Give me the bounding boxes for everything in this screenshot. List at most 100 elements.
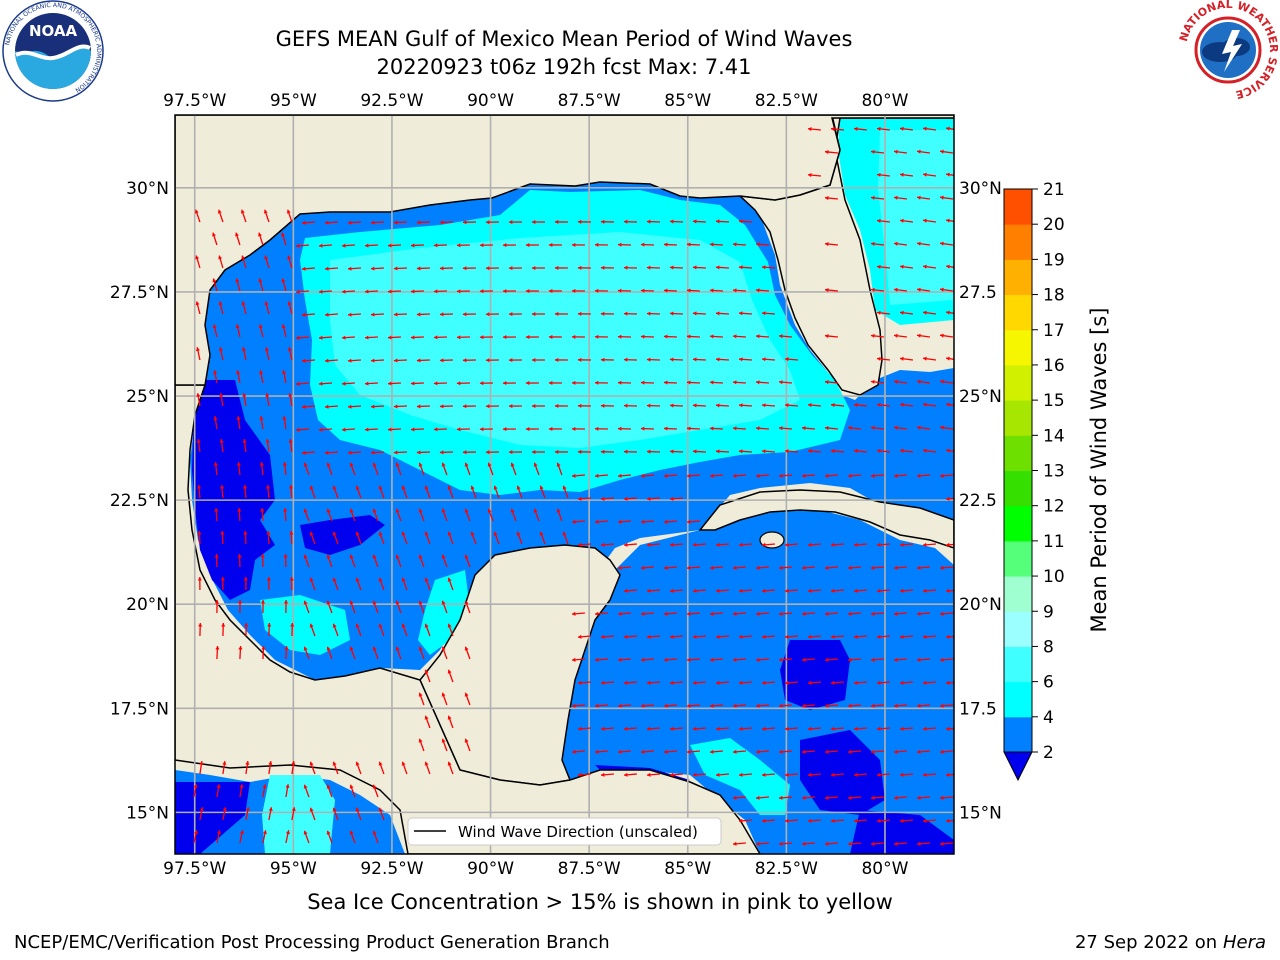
wind-arrow-head: [198, 623, 203, 627]
colorbar-tick-label: 2: [1043, 743, 1054, 763]
colorbar-tick-label: 14: [1043, 426, 1065, 446]
wind-arrow-head: [738, 772, 743, 777]
y-tick-label-right: 25°N: [959, 387, 1002, 407]
wind-arrow-head: [784, 818, 789, 823]
wind-arrow-head: [326, 646, 331, 651]
wind-arrow-head: [830, 772, 835, 777]
wind-arrow-head: [692, 403, 697, 408]
wind-arrow-head: [347, 404, 352, 409]
wind-arrow-head: [692, 265, 697, 270]
wind-arrow-head: [761, 357, 766, 362]
wind-arrow-head: [556, 462, 561, 467]
wind-arrow-head: [738, 680, 743, 685]
wind-arrow-head: [464, 738, 469, 743]
wind-arrow-head: [287, 255, 292, 260]
wind-arrow-head: [894, 333, 898, 338]
wind-arrow-head: [640, 288, 645, 293]
wind-arrow-head: [539, 485, 544, 490]
wind-arrow-head: [372, 508, 377, 513]
wind-arrow-head: [326, 600, 331, 605]
wind-arrow-head: [669, 588, 674, 593]
wind-arrow-head: [456, 335, 461, 340]
wind-arrow-head: [418, 692, 423, 697]
wind-arrow-head: [692, 357, 697, 362]
wind-arrow-head: [946, 264, 950, 269]
wind-arrow-head: [531, 403, 536, 409]
wind-arrow-head: [577, 726, 582, 731]
wind-arrow-head: [692, 449, 697, 454]
wind-arrow-head: [193, 830, 198, 835]
x-tick-label-bottom: 95°W: [270, 859, 317, 879]
wind-arrow-head: [940, 241, 944, 246]
wind-arrow-head: [235, 324, 240, 329]
wind-arrow-head: [617, 288, 622, 293]
footer-credit: NCEP/EMC/Verification Post Processing Pr…: [14, 932, 610, 953]
wind-arrow-head: [738, 265, 743, 270]
wind-arrow-head: [332, 623, 337, 628]
wind-arrow-head: [646, 449, 651, 454]
wind-arrow-head: [946, 402, 950, 407]
wind-arrow-head: [197, 485, 202, 489]
wind-arrow-head: [395, 600, 400, 605]
wind-arrow-head: [946, 126, 950, 131]
wind-arrow-head: [686, 288, 691, 293]
wind-arrow-head: [755, 657, 760, 662]
wind-arrow-head: [464, 462, 469, 467]
wind-arrow-head: [291, 807, 296, 811]
wind-arrow-head: [824, 657, 829, 662]
wind-arrow-head: [940, 149, 944, 154]
wind-arrow-head: [395, 646, 400, 651]
wind-arrow-head: [939, 473, 944, 478]
wind-arrow-head: [424, 485, 429, 490]
wind-arrow-head: [341, 243, 346, 248]
wind-arrow-head: [387, 381, 392, 386]
wind-arrow-head: [617, 519, 622, 524]
wind-arrow-head: [410, 381, 415, 386]
wind-arrow-head: [196, 439, 201, 443]
wind-arrow-head: [533, 462, 538, 467]
wind-arrow-head: [447, 531, 452, 536]
wind-arrow-head: [922, 634, 927, 639]
wind-arrow-head: [877, 172, 881, 177]
wind-arrow-head: [286, 209, 291, 214]
wind-arrow-head: [709, 242, 714, 247]
wind-arrow-head: [669, 634, 674, 639]
wind-arrow-head: [894, 287, 898, 292]
wind-arrow-head: [295, 243, 300, 248]
wind-arrow-head: [470, 485, 475, 490]
wind-arrow-head: [715, 357, 720, 362]
noaa-logo-text: NOAA: [29, 22, 78, 40]
wind-arrow-head: [669, 542, 674, 547]
wind-arrow-head: [341, 427, 346, 432]
wind-arrow-head: [853, 588, 858, 593]
wind-arrow-head: [738, 542, 743, 547]
wind-arrow-head: [393, 404, 398, 409]
wind-arrow-head: [487, 508, 492, 513]
wind-arrow-head: [732, 242, 737, 247]
wind-arrow-head: [801, 426, 806, 431]
footer-host: Hera: [1222, 932, 1266, 953]
wind-arrow-head: [640, 519, 645, 524]
wind-arrow-head: [594, 242, 599, 247]
wind-arrow-head: [784, 357, 789, 362]
wind-arrow-head: [732, 426, 737, 431]
colorbar-tick-label: 12: [1043, 497, 1065, 517]
wind-arrow-head: [287, 301, 292, 306]
wind-arrow-head: [571, 749, 576, 754]
wind-arrow-head: [303, 600, 308, 605]
wind-arrow-head: [283, 600, 289, 604]
wind-arrow-head: [893, 749, 898, 754]
wind-arrow-head: [395, 462, 400, 467]
wind-arrow-head: [341, 335, 346, 340]
wind-arrow-head: [715, 403, 720, 408]
wind-arrow-head: [893, 841, 898, 846]
wind-arrow-head: [197, 577, 202, 581]
wind-arrow-head: [870, 703, 875, 708]
wind-arrow-head: [349, 554, 354, 559]
wind-arrow-head: [617, 380, 622, 385]
wind-arrow-head: [663, 703, 668, 708]
wind-arrow-head: [600, 357, 605, 362]
wind-arrow-head: [663, 749, 668, 754]
wind-arrow-head: [441, 508, 446, 513]
wind-arrow-head: [922, 726, 927, 731]
